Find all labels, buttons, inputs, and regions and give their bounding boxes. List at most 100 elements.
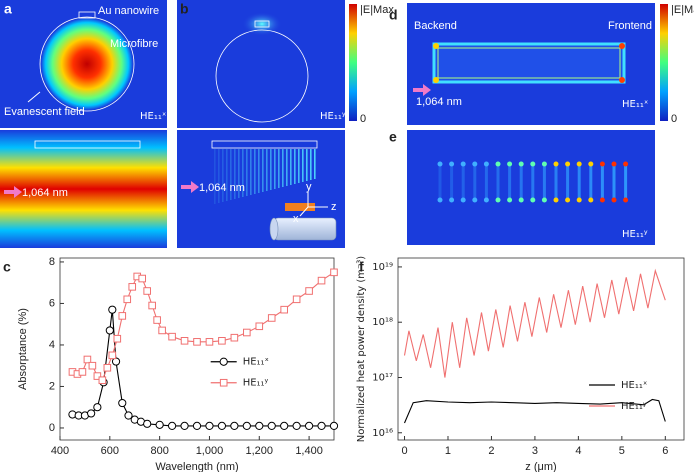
axis-label: z: [331, 201, 337, 213]
field-column: [624, 162, 628, 202]
field-spot: [460, 197, 466, 203]
colorbar-max: |E|Max: [671, 4, 694, 16]
mode-label: HE₁₁ʸ: [320, 111, 346, 122]
field-column: [531, 162, 535, 202]
marker: [93, 403, 102, 412]
panel-d: d Backend Frontend 1,064 nm HE₁₁ˣ: [389, 3, 655, 125]
x-tick-label: 3: [532, 445, 538, 457]
panel-label: b: [180, 1, 189, 17]
field-spot: [588, 161, 594, 167]
field-stripe: [278, 149, 280, 188]
marker: [329, 421, 339, 430]
field-column: [542, 162, 546, 202]
field-stripe: [310, 149, 312, 180]
field-spot: [507, 161, 513, 167]
marker: [155, 420, 164, 429]
marker: [180, 421, 189, 430]
marker: [267, 421, 276, 430]
marker: [280, 421, 289, 430]
marker: [103, 363, 112, 372]
x-tick-label: 800: [150, 445, 168, 457]
field-spot: [483, 161, 489, 167]
marker: [267, 314, 276, 322]
marker: [304, 421, 314, 430]
field-column: [519, 162, 523, 202]
panel-label: d: [389, 7, 398, 23]
marker: [305, 287, 313, 295]
marker: [330, 268, 338, 277]
annotation: 1,064 nm: [199, 182, 245, 194]
marker: [143, 419, 152, 428]
marker: [167, 421, 177, 430]
field-spot: [437, 197, 443, 203]
field-spot: [507, 197, 513, 203]
field-stripe: [222, 149, 224, 202]
field-spot: [495, 197, 501, 203]
field-column: [450, 162, 454, 202]
marker: [317, 276, 326, 285]
marker: [158, 326, 166, 335]
legend-marker: [219, 378, 228, 387]
marker: [124, 411, 133, 420]
field-stripe: [282, 149, 284, 187]
field-spot: [495, 161, 501, 167]
field-spot: [541, 197, 547, 203]
panel-e: e HE₁₁ʸ: [389, 129, 655, 245]
marker: [87, 409, 96, 418]
legend-label: HE₁₁ʸ: [243, 378, 269, 389]
x-tick-label: 1,200: [246, 445, 274, 457]
x-tick-label: 600: [101, 445, 119, 457]
field-stripe: [274, 149, 276, 189]
field-spot: [553, 197, 559, 203]
marker: [138, 274, 146, 283]
marker: [205, 421, 214, 430]
y-axis-label: Absorptance (%): [17, 308, 29, 390]
field-stripe: [298, 149, 300, 183]
field-spot: [449, 197, 455, 203]
y-tick-label: 10¹⁶: [372, 428, 393, 439]
field-stripe: [230, 149, 232, 200]
field-spot: [437, 161, 443, 167]
field-column: [612, 162, 616, 202]
x-tick-label: 6: [662, 445, 668, 457]
colorbar-min: 0: [671, 113, 677, 125]
field-column: [554, 162, 558, 202]
marker: [143, 287, 151, 295]
marker: [230, 421, 239, 430]
panel-b: b HE₁₁ʸ 1,064 nm y z x: [177, 0, 346, 248]
field-stripe: [306, 149, 308, 181]
y-axis-label: Normalized heat power density (m⁻³): [356, 256, 367, 442]
field-spot: [449, 161, 455, 167]
series-line: [403, 398, 666, 424]
field-column: [496, 162, 500, 202]
marker: [88, 361, 97, 370]
field-stripe: [258, 149, 260, 193]
marker: [168, 332, 176, 341]
field-stripe: [302, 149, 304, 182]
colorbar-max: |E|Max: [360, 4, 394, 16]
marker: [255, 421, 264, 430]
x-tick-label: 0: [401, 445, 407, 457]
legend-label: HE₁₁ˣ: [243, 357, 269, 368]
marker: [218, 337, 226, 345]
field-stripe: [254, 149, 256, 194]
marker: [113, 334, 122, 343]
marker: [123, 295, 132, 304]
marker: [230, 333, 239, 342]
field-spot: [472, 197, 478, 203]
x-axis-label: Wavelength (nm): [155, 461, 238, 472]
x-tick-label: 2: [488, 445, 494, 457]
marker: [180, 337, 189, 345]
field-stripe: [238, 149, 240, 198]
field-stripe: [286, 149, 288, 186]
colorbar-min: 0: [360, 113, 366, 125]
field-stripe: [290, 149, 292, 185]
annotation: Frontend: [608, 20, 652, 32]
series-line: [403, 268, 666, 378]
marker: [243, 328, 251, 337]
marker: [98, 376, 107, 385]
field-stripe: [234, 149, 236, 199]
field-spot: [460, 161, 466, 167]
field-spot: [565, 161, 571, 167]
